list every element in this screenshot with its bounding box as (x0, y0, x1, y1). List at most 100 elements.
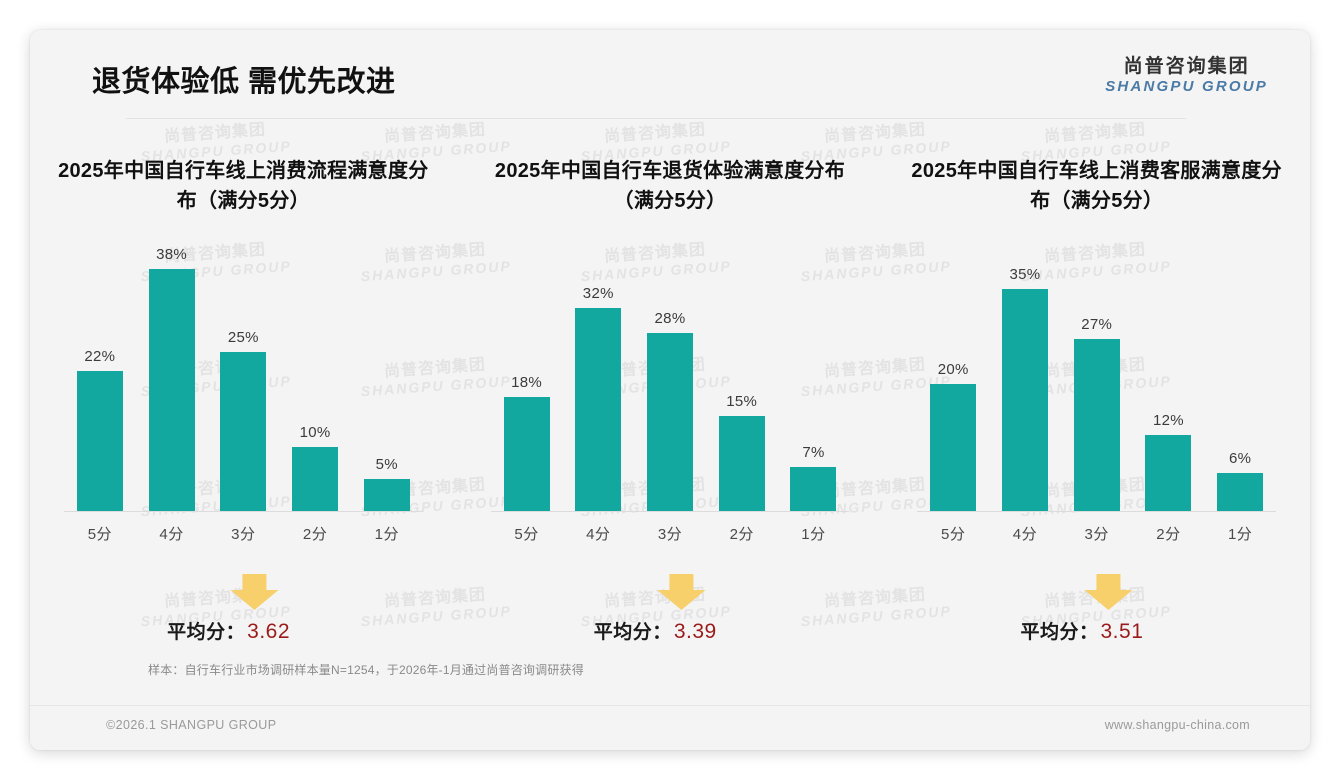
bar-group: 18% 32% 28% 15% 7% (491, 244, 850, 511)
bar-value-label: 10% (299, 424, 331, 442)
x-axis-tick-label: 4分 (586, 526, 611, 543)
bar[interactable] (220, 352, 267, 511)
bar-group: 22% 38% 25% 10% 5% (64, 244, 423, 511)
website-link[interactable]: www.shangpu-china.com (1104, 718, 1250, 732)
x-axis-line (917, 511, 1277, 512)
bar[interactable] (1001, 288, 1048, 511)
x-axis-tick-label: 1分 (1227, 526, 1253, 543)
bar-item[interactable]: 28% (636, 244, 704, 511)
bar-item[interactable]: 6% (1206, 244, 1274, 511)
x-axis-line (490, 511, 850, 512)
x-axis-tick-label: 3分 (1084, 526, 1109, 543)
bar-value-label: 7% (802, 443, 825, 461)
x-axis-tick-label: 2分 (1156, 526, 1181, 543)
bar-item[interactable]: 32% (564, 244, 632, 511)
bar-value-label: 27% (1081, 316, 1113, 334)
x-axis-tick-label: 3分 (657, 526, 683, 543)
bar-value-label: 15% (726, 392, 758, 410)
average-score-block: 平均分：3.51 (895, 572, 1298, 652)
bar-value-label: 12% (1152, 411, 1184, 429)
average-score-text: 平均分：3.51 (1020, 617, 1143, 644)
average-score-text: 平均分：3.39 (594, 617, 717, 644)
arrow-down-icon (1082, 572, 1134, 612)
chart-plot-area: 20% 35% 27% 12% 6% (917, 244, 1277, 512)
bar-item[interactable]: 15% (708, 244, 776, 511)
bar-item[interactable]: 38% (138, 244, 206, 511)
chart-title: 2025年中国自行车线上消费流程满意度分布（满分5分） (58, 160, 429, 212)
bar-value-label: 35% (1009, 265, 1041, 283)
chart-plot-area: 22% 38% 25% 10% 5% (64, 244, 423, 512)
bar-item[interactable]: 5% (353, 244, 421, 511)
bar-item[interactable]: 12% (1134, 244, 1202, 511)
x-axis-tick-label: 5分 (941, 526, 966, 543)
bar-group: 20% 35% 27% 12% 6% (917, 244, 1276, 511)
bar[interactable] (76, 371, 123, 511)
x-axis-tick-label: 1分 (374, 526, 399, 543)
chart-panel: 2025年中国自行车退货体验满意度分布（满分5分） 18% 32% 28% 15% 7% 5… (457, 138, 884, 668)
slide-footer: ©2026.1 SHANGPU GROUP www.shangpu-china.… (30, 706, 1310, 750)
bar[interactable] (790, 466, 837, 511)
slide-card: 尚普咨询集团 SHANGPU GROUP 尚普咨询集团 SHANGPU GROUP 尚普… (30, 30, 1310, 750)
bar-item[interactable]: 18% (492, 244, 560, 511)
bar-item[interactable]: 35% (991, 244, 1059, 511)
page-title: 退货体验低 需优先改进 (92, 66, 396, 98)
x-axis-tick-label: 5分 (514, 526, 539, 543)
brand-name-cn: 尚普咨询集团 (1123, 56, 1250, 77)
x-axis-tick-label: 2分 (302, 526, 328, 543)
x-axis-tick-label: 2分 (729, 526, 754, 543)
slide-header: 退货体验低 需优先改进 尚普咨询集团 SHANGPU GROUP (30, 30, 1310, 118)
footer-divider (30, 705, 1310, 706)
bar[interactable] (1073, 339, 1120, 511)
bar-value-label: 5% (375, 456, 398, 474)
bar[interactable] (503, 396, 550, 511)
average-score-label: 平均分： (167, 622, 246, 643)
bar-item[interactable]: 22% (66, 244, 134, 511)
bar-item[interactable]: 10% (281, 244, 349, 511)
arrow-down-icon (655, 572, 707, 612)
chart-plot-area: 18% 32% 28% 15% 7% (490, 244, 850, 512)
bar-item[interactable]: 25% (209, 244, 277, 511)
bar[interactable] (718, 415, 765, 511)
x-axis-tick-label: 1分 (801, 526, 826, 543)
bar-value-label: 22% (84, 348, 116, 366)
chart-panel: 2025年中国自行车线上消费客服满意度分布（满分5分） 20% 35% 27% 12% 6… (883, 138, 1310, 668)
x-axis-tick-labels: 5分 4分 3分 2分 1分 (917, 523, 1276, 544)
bar[interactable] (292, 447, 339, 511)
bar-item[interactable]: 7% (779, 244, 847, 511)
charts-row: 2025年中国自行车线上消费流程满意度分布（满分5分） 22% 38% 25% 10% 5… (30, 138, 1310, 668)
arrow-down-icon (229, 572, 281, 612)
bar[interactable] (647, 333, 693, 511)
bar[interactable] (148, 269, 195, 511)
bar-value-label: 18% (511, 373, 542, 391)
bar[interactable] (930, 383, 977, 511)
x-axis-tick-label: 3分 (231, 526, 256, 543)
bar-item[interactable]: 27% (1063, 244, 1131, 511)
bar-value-label: 6% (1229, 449, 1252, 467)
bar-value-label: 20% (937, 360, 969, 378)
bar[interactable] (363, 479, 410, 511)
bar-item[interactable]: 20% (919, 244, 987, 511)
brand-logo: 尚普咨询集团 SHANGPU GROUP (1105, 56, 1268, 95)
average-score-label: 平均分： (593, 622, 672, 643)
bar[interactable] (1145, 434, 1192, 511)
bar-value-label: 25% (227, 329, 259, 347)
average-score-value: 3.51 (1100, 620, 1144, 643)
chart-title: 2025年中国自行车退货体验满意度分布（满分5分） (494, 160, 846, 212)
chart-panel: 2025年中国自行车线上消费流程满意度分布（满分5分） 22% 38% 25% 10% 5… (30, 138, 457, 668)
copyright-text: ©2026.1 SHANGPU GROUP (106, 718, 277, 732)
average-score-block: 平均分：3.62 (42, 572, 445, 652)
bar[interactable] (575, 307, 622, 511)
x-axis-tick-label: 4分 (1012, 526, 1038, 543)
sample-note: 样本：自行车行业市场调研样本量N=1254，于2026年-1月通过尚普咨询调研获… (148, 663, 584, 677)
brand-name-en: SHANGPU GROUP (1105, 77, 1268, 95)
x-axis-tick-labels: 5分 4分 3分 2分 1分 (491, 523, 850, 544)
average-score-block: 平均分：3.39 (469, 572, 872, 652)
average-score-label: 平均分： (1020, 622, 1099, 643)
bar-value-label: 38% (156, 246, 188, 264)
header-divider (126, 118, 1186, 119)
bar-value-label: 32% (582, 284, 614, 302)
x-axis-tick-label: 5分 (87, 526, 113, 543)
bar[interactable] (1217, 472, 1264, 511)
x-axis-tick-label: 4分 (159, 526, 184, 543)
bar-value-label: 28% (654, 310, 686, 327)
